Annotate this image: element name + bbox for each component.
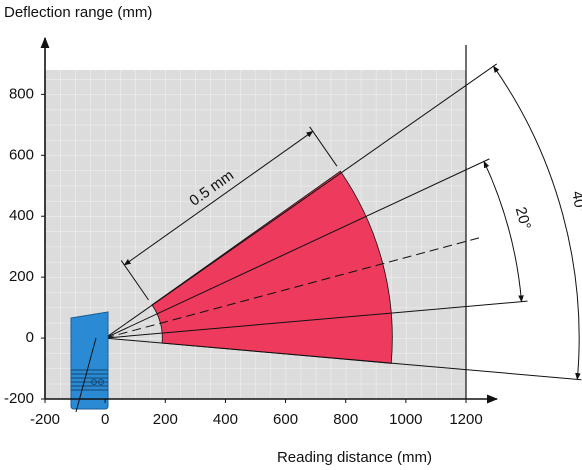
x-tick-label: 600 (273, 411, 298, 428)
ray (105, 300, 528, 339)
scanner (70, 311, 109, 413)
y-tick-label: 400 (9, 207, 34, 224)
y-tick-label: 600 (9, 146, 34, 163)
dimension-line (123, 130, 314, 266)
extension-line (120, 260, 149, 301)
reading-field (151, 170, 393, 364)
y-tick-label: 200 (9, 268, 34, 285)
angle-arc-40 (493, 65, 581, 381)
x-tick-label: 1000 (389, 411, 422, 428)
x-tick-label: -200 (30, 411, 60, 428)
plot-layer (104, 63, 582, 381)
x-tick-label: 400 (213, 411, 238, 428)
extension-line (309, 126, 338, 167)
angle-arc-20 (483, 160, 524, 303)
y-tick-label: -200 (4, 390, 34, 407)
y-tick-label: 800 (9, 85, 34, 102)
x-axis-title: Reading distance (mm) (277, 449, 432, 466)
x-tick-label: 200 (153, 411, 178, 428)
angle-label: 40° (568, 190, 582, 215)
x-tick-label: 800 (333, 411, 358, 428)
angle-label: 20° (512, 205, 534, 231)
x-tick-label: 0 (101, 411, 109, 428)
y-axis-title: Deflection range (mm) (4, 4, 152, 21)
y-tick-label: 0 (26, 329, 34, 346)
x-tick-label: 1200 (449, 411, 482, 428)
ray (105, 236, 484, 339)
